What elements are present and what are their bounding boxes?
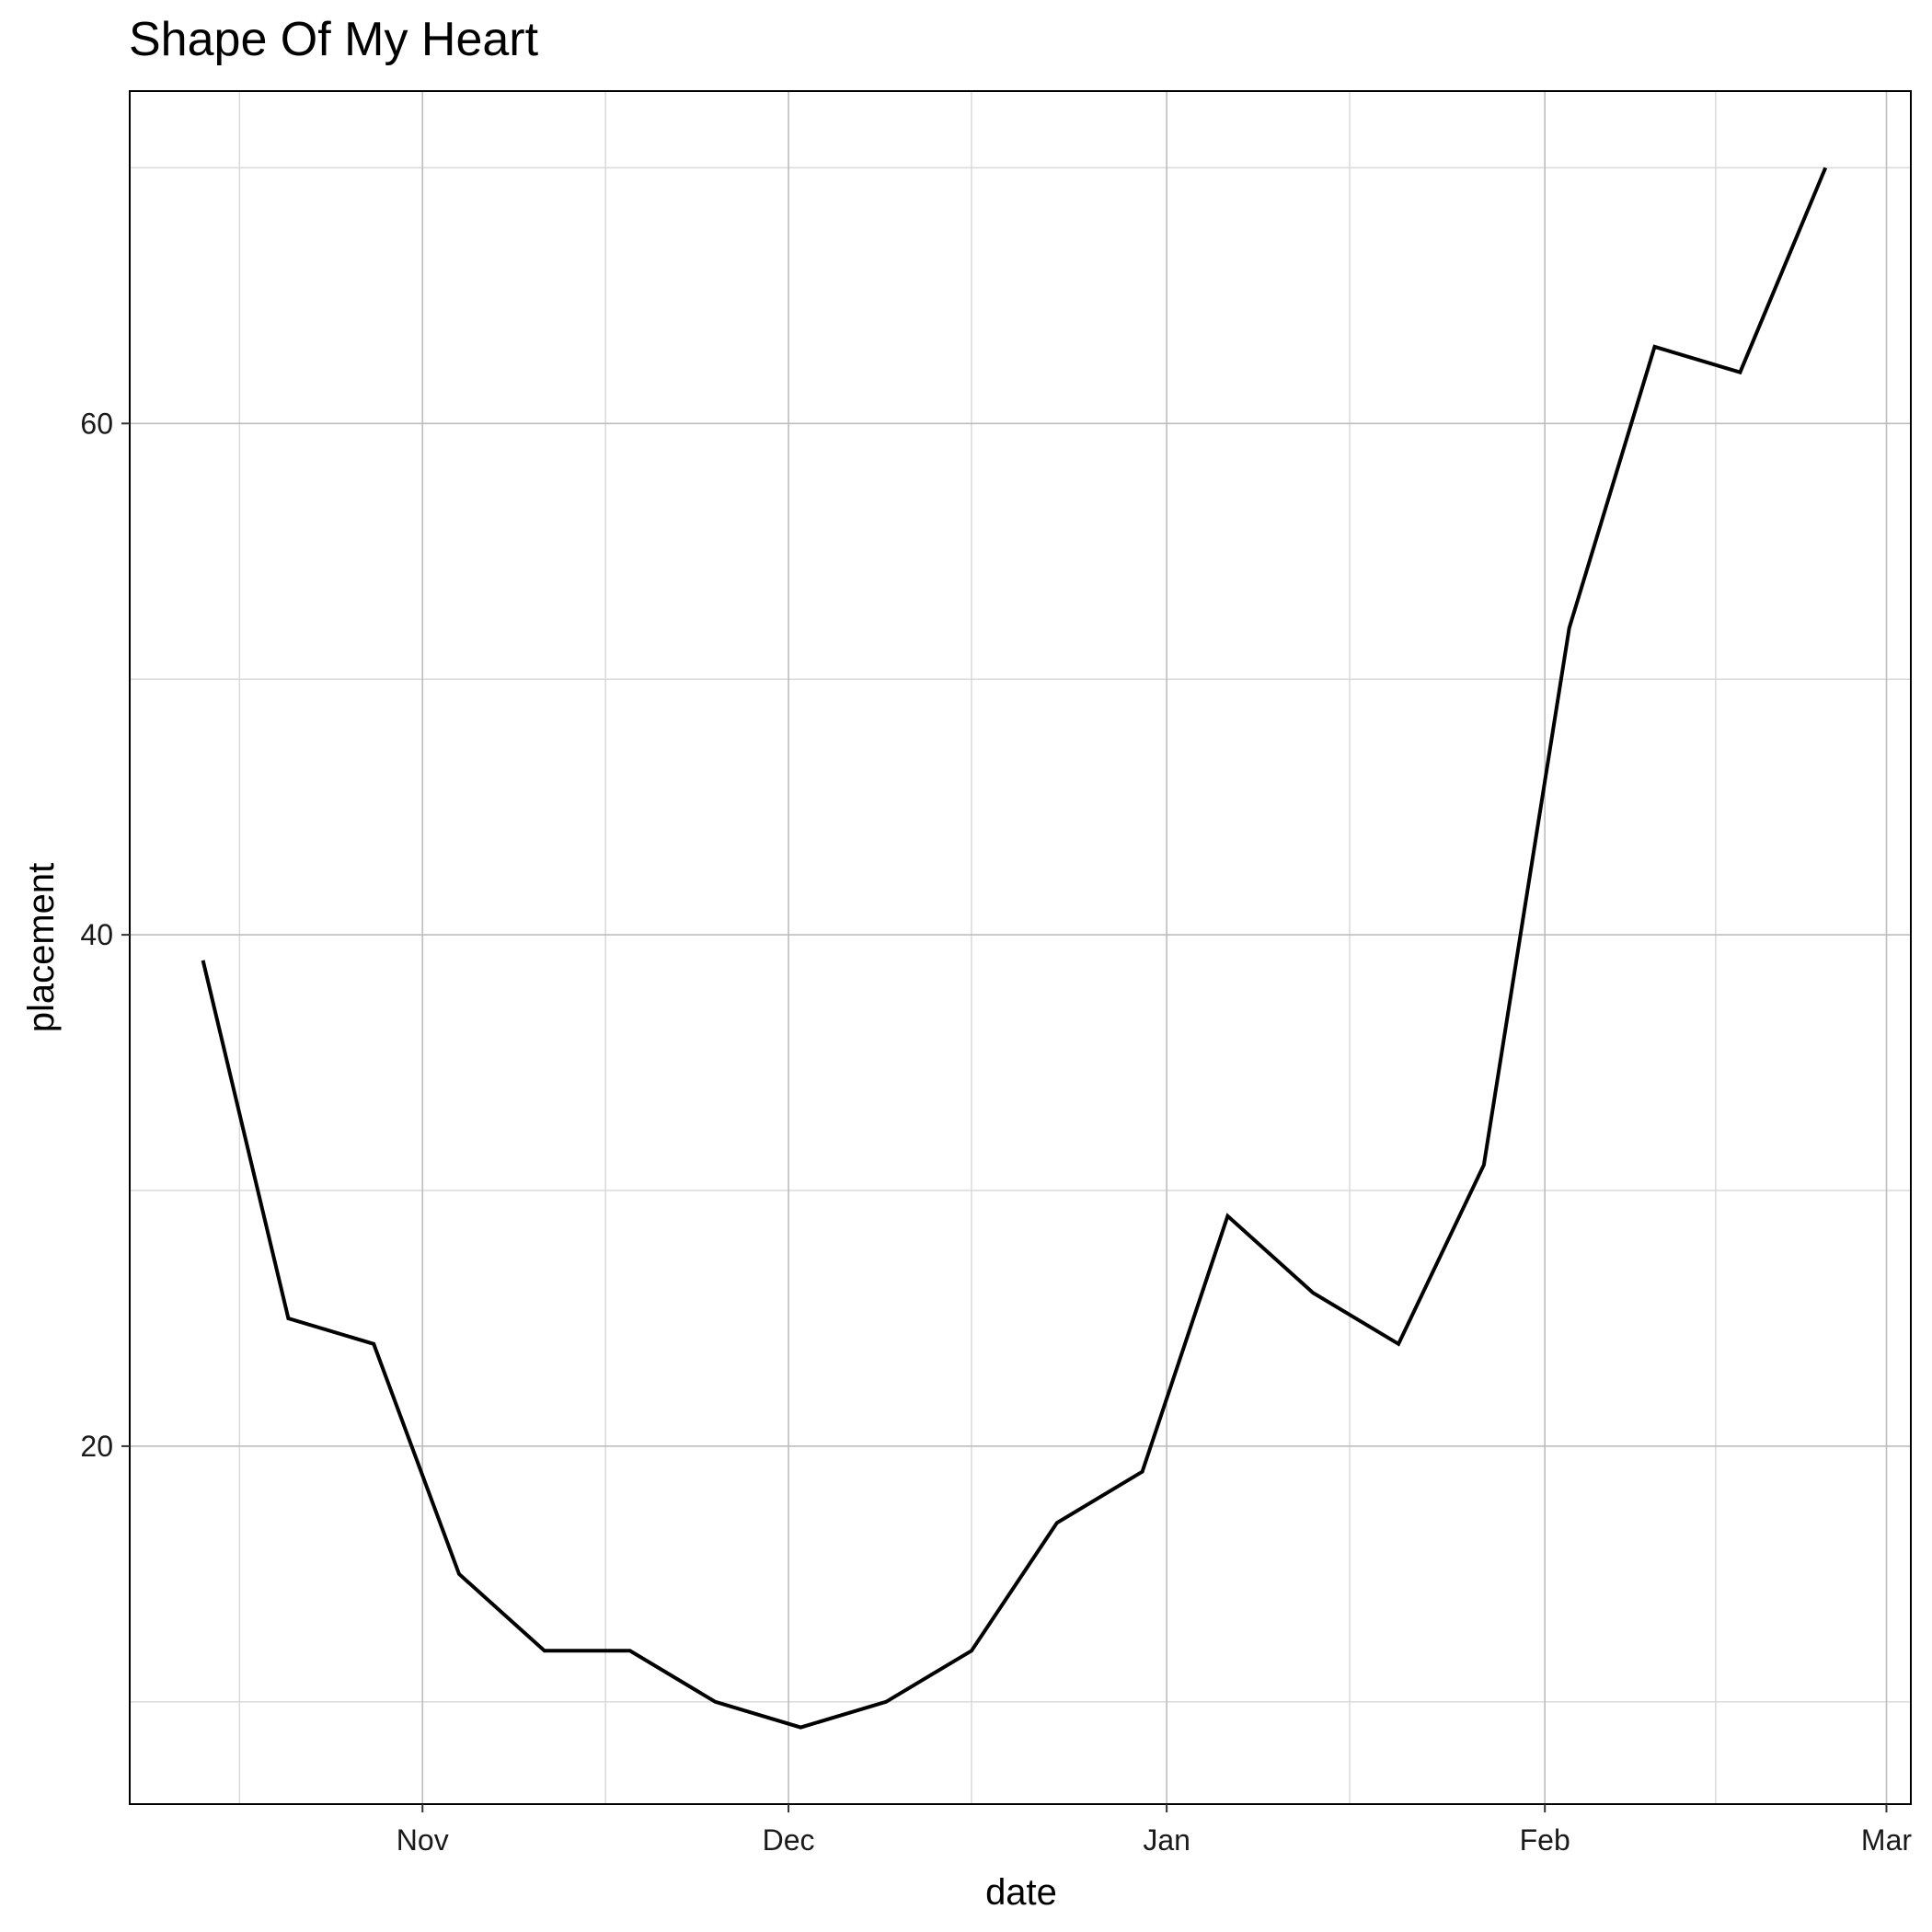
x-tick-label: Mar [1861, 1823, 1912, 1857]
x-axis-title: date [985, 1872, 1057, 1913]
data-point [457, 1572, 461, 1576]
data-point [1397, 1342, 1400, 1346]
chart-title: Shape Of My Heart [129, 13, 539, 66]
data-point [1141, 1470, 1144, 1474]
data-point [884, 1700, 888, 1704]
data-point [372, 1342, 375, 1346]
x-tick-label: Jan [1143, 1823, 1190, 1857]
data-point [713, 1700, 717, 1704]
data-point [1311, 1291, 1315, 1294]
data-point [1738, 371, 1742, 374]
data-point [1482, 1163, 1486, 1167]
x-tick-label: Dec [763, 1823, 815, 1857]
y-axis-ticks: 20 40 60 [80, 407, 130, 1463]
major-gridlines [130, 91, 1911, 1804]
y-tick-label: 20 [80, 1430, 113, 1463]
x-tick-label: Feb [1520, 1823, 1570, 1857]
data-point [543, 1649, 546, 1652]
y-tick-label: 40 [80, 918, 113, 951]
data-point [286, 1317, 290, 1320]
data-point [799, 1726, 802, 1730]
data-point [970, 1649, 973, 1652]
plot-frame [129, 90, 1912, 1805]
minor-gridlines [130, 91, 1911, 1804]
y-tick-label: 60 [80, 407, 113, 440]
data-point [1823, 166, 1827, 169]
x-tick-label: Nov [397, 1823, 449, 1857]
y-axis-title: placement [21, 863, 62, 1033]
series-line [201, 167, 1828, 1730]
x-axis-ticks: Nov Dec Jan Feb Mar [397, 1804, 1912, 1857]
data-point [201, 959, 205, 962]
data-point [1568, 627, 1571, 630]
series-layer [201, 166, 1828, 1730]
data-point [628, 1649, 632, 1652]
data-point [1055, 1521, 1059, 1524]
data-point [1653, 345, 1657, 349]
data-point [1225, 1214, 1229, 1218]
